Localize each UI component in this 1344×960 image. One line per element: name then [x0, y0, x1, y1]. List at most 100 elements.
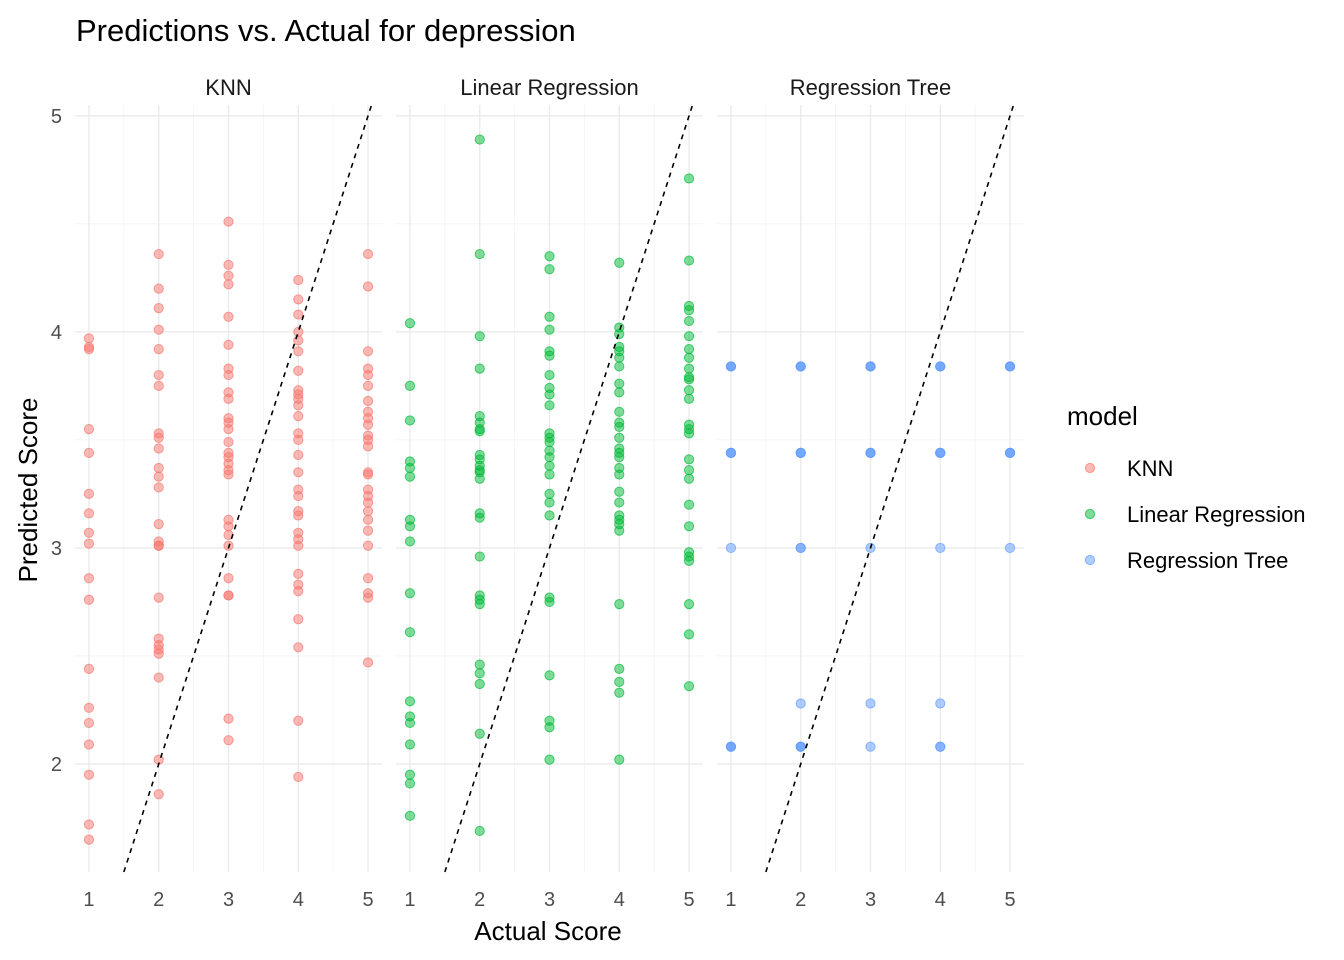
- data-point: [683, 344, 695, 355]
- data-point: [362, 506, 374, 517]
- data-point: [544, 488, 555, 500]
- data-point: [404, 521, 416, 532]
- data-point: [362, 525, 374, 536]
- data-point: [293, 614, 304, 625]
- legend-swatch-linear-regression: [1084, 508, 1096, 520]
- data-point: [362, 514, 374, 525]
- data-point: [404, 769, 416, 780]
- data-point: [544, 497, 555, 508]
- data-point: [614, 432, 625, 443]
- data-point: [223, 270, 234, 281]
- reference-line: [444, 104, 694, 873]
- data-point: [683, 598, 695, 610]
- data-point: [683, 629, 695, 640]
- data-point: [474, 473, 485, 484]
- panel-regression-tree: Regression Tree 1 2 3 4 5: [717, 75, 1024, 911]
- data-point: [474, 598, 485, 610]
- data-point: [293, 274, 304, 286]
- data-point: [153, 302, 164, 314]
- data-point: [293, 294, 304, 305]
- data-point: [614, 406, 625, 417]
- data-point: [404, 588, 416, 599]
- data-point: [404, 739, 416, 750]
- data-point: [293, 540, 304, 551]
- data-point: [293, 467, 304, 478]
- data-point: [683, 428, 695, 439]
- panel-linear-regression: Linear Regression 1 2 3 4 5: [396, 75, 703, 911]
- data-point: [293, 365, 304, 376]
- data-point: [153, 789, 164, 800]
- data-point: [223, 339, 234, 350]
- data-point: [474, 668, 485, 679]
- data-point: [223, 521, 234, 532]
- data-point: [83, 834, 95, 845]
- data-point: [83, 527, 95, 538]
- data-point: [223, 590, 234, 601]
- data-point: [153, 324, 164, 335]
- data-point: [1004, 447, 1016, 458]
- data-point: [362, 419, 374, 430]
- data-point: [362, 281, 374, 292]
- legend-label-regression-tree: Regression Tree: [1127, 548, 1288, 573]
- data-point: [404, 717, 416, 729]
- data-point: [474, 331, 485, 342]
- data-point: [293, 642, 304, 653]
- data-point: [83, 447, 95, 458]
- data-point: [223, 311, 234, 322]
- data-point: [223, 216, 234, 227]
- data-point: [293, 449, 304, 461]
- data-point: [362, 573, 374, 584]
- data-point: [614, 486, 625, 497]
- data-point: [404, 380, 416, 391]
- data-point: [404, 471, 416, 482]
- chart-title: Predictions vs. Actual for depression: [76, 13, 576, 48]
- data-point: [544, 311, 555, 322]
- data-point: [404, 627, 416, 638]
- data-point: [795, 361, 806, 372]
- data-point: [362, 497, 374, 508]
- data-point: [83, 819, 95, 830]
- data-point: [683, 255, 695, 266]
- data-point: [935, 741, 946, 752]
- data-point: [544, 452, 555, 463]
- data-point: [153, 672, 164, 683]
- data-point: [865, 741, 876, 752]
- data-point: [153, 592, 164, 603]
- data-point: [683, 473, 695, 484]
- data-point: [614, 352, 625, 363]
- data-point: [293, 326, 304, 337]
- reference-line: [765, 104, 1015, 873]
- data-point: [362, 469, 374, 480]
- data-point: [614, 387, 625, 398]
- data-point: [404, 778, 416, 789]
- data-point: [614, 525, 625, 536]
- data-point: [1004, 361, 1016, 372]
- data-point: [544, 460, 555, 471]
- data-point: [404, 696, 416, 707]
- data-point: [153, 462, 164, 474]
- data-point: [683, 555, 695, 566]
- data-point: [614, 497, 625, 508]
- data-point: [614, 598, 625, 610]
- data-point: [683, 374, 695, 385]
- facet-label: Linear Regression: [460, 75, 639, 100]
- x-tick-label: 2: [153, 889, 164, 911]
- data-point: [474, 825, 485, 837]
- data-point: [725, 361, 737, 372]
- y-tick-label: 4: [51, 322, 62, 344]
- data-point: [83, 769, 95, 780]
- data-point: [404, 415, 416, 426]
- data-point: [153, 519, 164, 530]
- data-point: [683, 499, 695, 510]
- x-tick-label: 4: [614, 889, 625, 911]
- legend-label-linear-regression: Linear Regression: [1127, 502, 1306, 527]
- x-tick-label: 5: [362, 889, 373, 911]
- data-point: [795, 447, 806, 458]
- data-point: [614, 328, 625, 340]
- data-point: [795, 741, 806, 752]
- data-point: [725, 542, 737, 554]
- data-point: [293, 335, 304, 346]
- data-point: [474, 363, 485, 374]
- data-point: [683, 315, 695, 327]
- data-point: [153, 344, 164, 355]
